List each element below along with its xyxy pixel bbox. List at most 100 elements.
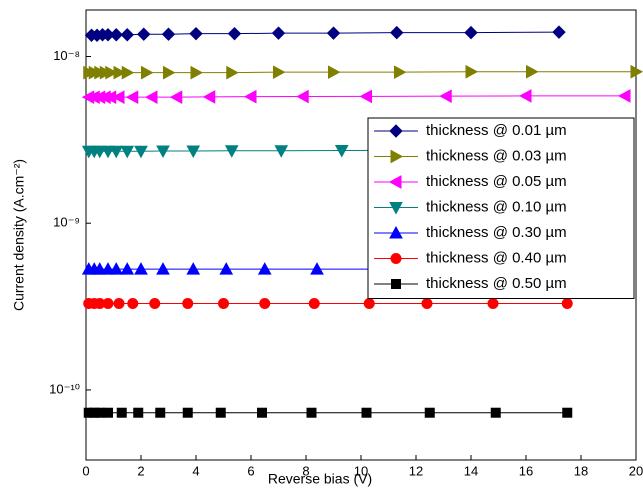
marker — [257, 262, 272, 275]
x-tick-label: 16 — [519, 463, 533, 478]
marker — [334, 144, 349, 158]
marker — [105, 65, 118, 80]
legend-label: thickness @ 0.10 µm — [426, 198, 567, 215]
marker — [215, 407, 226, 418]
marker — [273, 65, 286, 80]
marker — [103, 407, 113, 418]
marker — [388, 175, 402, 189]
marker — [389, 202, 403, 215]
x-tick-label: 2 — [137, 463, 144, 478]
marker — [186, 262, 201, 275]
marker — [155, 407, 166, 418]
marker — [125, 90, 139, 105]
marker — [390, 25, 404, 40]
marker — [526, 64, 539, 79]
marker — [617, 89, 631, 103]
marker — [94, 407, 105, 418]
y-tick-label: 10⁻⁹ — [53, 215, 80, 230]
x-tick-label: 18 — [574, 463, 588, 478]
marker — [226, 65, 239, 80]
marker — [465, 64, 479, 79]
x-tick-label: 4 — [192, 463, 199, 478]
y-tick-label: 10⁻¹⁰ — [49, 381, 80, 396]
marker — [156, 145, 170, 159]
series-line — [91, 31, 560, 36]
marker — [259, 297, 271, 309]
marker — [227, 26, 242, 41]
legend-label: thickness @ 0.40 µm — [426, 249, 567, 266]
marker — [630, 64, 643, 79]
marker — [161, 27, 176, 41]
x-tick-label: 20 — [629, 463, 643, 478]
marker — [271, 26, 286, 40]
marker — [186, 145, 201, 159]
marker — [310, 262, 324, 275]
marker — [308, 297, 320, 309]
marker — [326, 26, 341, 40]
marker — [141, 65, 154, 80]
marker — [109, 262, 124, 275]
x-tick-label: 6 — [247, 463, 254, 478]
marker — [359, 89, 372, 104]
y-tick-label: 10⁻⁸ — [53, 48, 80, 63]
marker — [296, 89, 309, 104]
marker — [113, 297, 125, 309]
marker — [116, 407, 127, 418]
marker — [127, 297, 139, 309]
marker — [243, 89, 257, 104]
y-axis-label: Current density (A.cm⁻²) — [11, 159, 27, 311]
marker — [487, 297, 499, 309]
marker — [92, 145, 107, 159]
marker — [120, 262, 135, 275]
marker — [562, 407, 573, 418]
legend-label: thickness @ 0.01 µm — [426, 122, 567, 139]
marker — [389, 124, 403, 138]
series-line — [88, 95, 625, 98]
marker — [439, 89, 452, 104]
marker — [219, 262, 234, 275]
marker — [328, 65, 341, 80]
marker — [182, 297, 194, 309]
marker — [156, 262, 170, 275]
marker — [190, 65, 204, 80]
marker — [101, 262, 115, 275]
marker — [121, 65, 135, 80]
marker — [390, 253, 402, 264]
x-tick-label: 14 — [464, 463, 478, 478]
marker — [363, 297, 375, 309]
marker — [133, 407, 144, 418]
marker — [101, 145, 115, 159]
marker — [92, 262, 107, 275]
marker — [113, 65, 127, 80]
marker — [137, 27, 151, 41]
marker — [274, 145, 289, 158]
marker — [109, 28, 123, 42]
x-tick-label: 12 — [409, 463, 423, 478]
marker — [163, 65, 176, 80]
legend-label: thickness @ 0.03 µm — [426, 147, 567, 164]
marker — [120, 145, 135, 159]
marker — [389, 225, 403, 239]
marker — [464, 25, 478, 40]
x-tick-label: 10 — [354, 463, 368, 478]
marker — [257, 407, 267, 418]
marker — [518, 89, 532, 103]
marker — [490, 407, 501, 418]
marker — [224, 145, 239, 158]
marker — [421, 297, 433, 309]
x-tick-label: 8 — [302, 463, 309, 478]
marker — [102, 297, 114, 309]
legend-label: thickness @ 0.30 µm — [426, 224, 567, 241]
legend-label: thickness @ 0.50 µm — [426, 275, 567, 292]
marker — [144, 90, 158, 105]
marker — [391, 279, 401, 289]
marker — [134, 262, 148, 275]
legend-box — [367, 117, 635, 299]
x-tick-label: 0 — [82, 463, 89, 478]
marker — [169, 90, 183, 105]
marker — [218, 297, 229, 309]
marker — [149, 297, 161, 309]
marker — [361, 407, 372, 418]
marker — [424, 407, 435, 418]
